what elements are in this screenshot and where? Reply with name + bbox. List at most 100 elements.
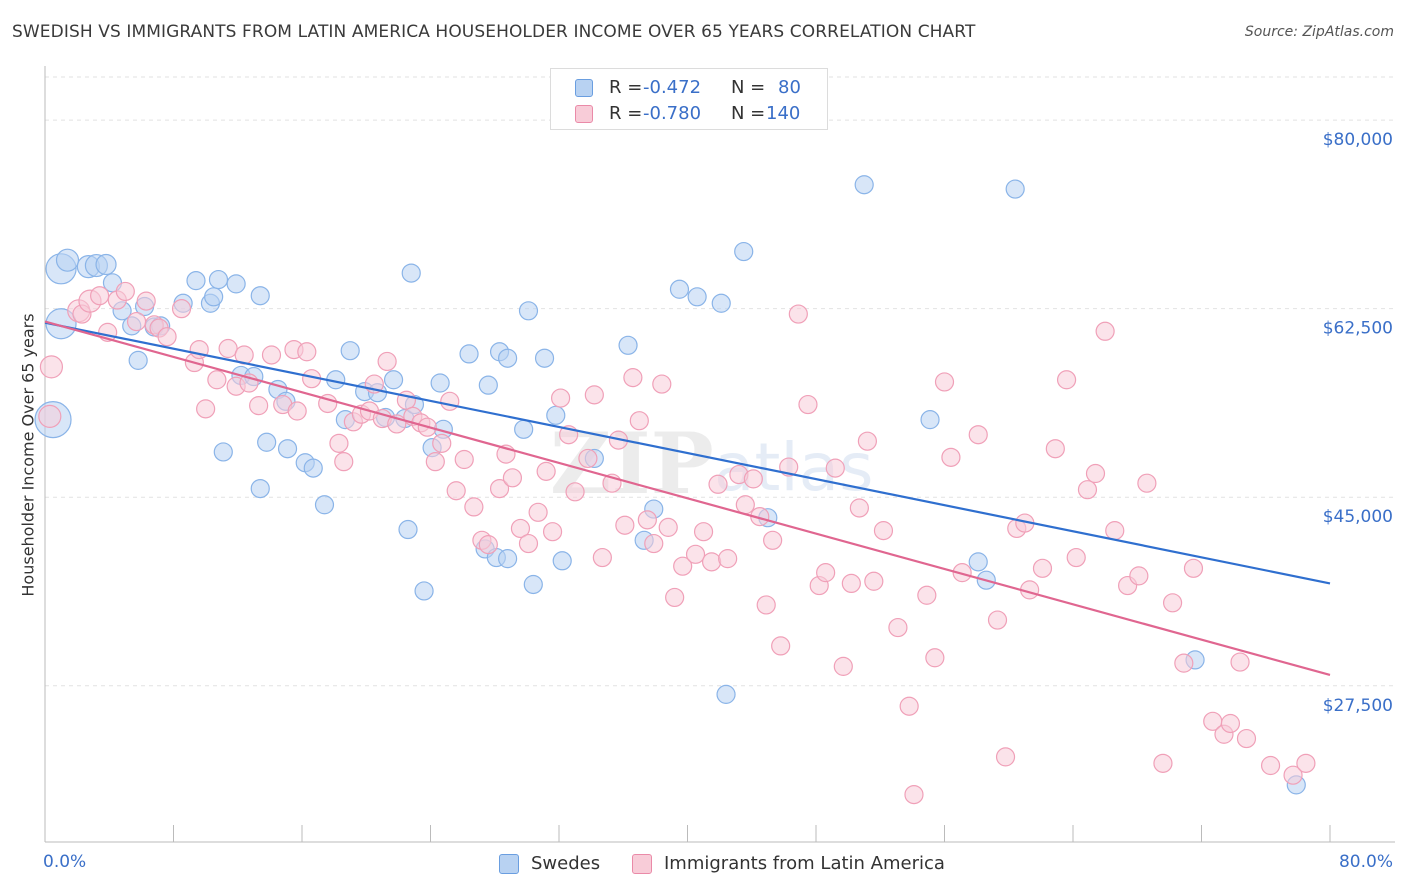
immigrants-point [90, 286, 110, 306]
immigrants-point [454, 449, 474, 470]
immigrants-point [934, 372, 955, 392]
swedes-point [55, 248, 80, 272]
immigrants-point [888, 617, 908, 638]
immigrants-point [1045, 439, 1065, 459]
immigrants-point [334, 452, 354, 472]
immigrants-point [623, 368, 643, 388]
legend-label-immigrants: Immigrants from Latin America [664, 853, 945, 874]
swedes-point [414, 581, 434, 601]
swedes-point [303, 458, 323, 478]
stats-r-value: -0.780 [643, 103, 702, 124]
swedes-point [618, 335, 638, 355]
swedes-point [95, 253, 117, 276]
immigrants-point [510, 518, 531, 539]
swedes-point [128, 350, 148, 370]
swedes-point [250, 478, 270, 499]
immigrants-point [565, 482, 585, 502]
swedes-point [534, 348, 555, 368]
swedes-point [518, 301, 539, 321]
immigrants-point [658, 517, 678, 537]
immigrants-point [1260, 755, 1281, 776]
immigrants-point [841, 573, 861, 594]
immigrants-point [701, 552, 722, 572]
swedes-point [186, 271, 206, 291]
immigrants-point [1283, 765, 1303, 785]
swedes-point [208, 269, 229, 290]
immigrants-point [1296, 753, 1316, 773]
swedes-point [920, 410, 940, 430]
immigrants-point [489, 478, 510, 499]
immigrants-point [644, 533, 664, 554]
stats-r-label: R = [609, 77, 643, 98]
immigrants-point [196, 399, 216, 419]
immigrants-point [693, 522, 714, 542]
immigrants-point [126, 311, 147, 332]
immigrants-point [615, 515, 635, 535]
swedes-point [401, 263, 421, 283]
swedes-point [669, 279, 690, 299]
immigrants-point [849, 498, 869, 518]
stats-swatch-immigrants [575, 105, 593, 123]
immigrants-point [925, 648, 945, 668]
swedes-point [498, 549, 518, 569]
immigrants-point [816, 563, 836, 583]
swedes-point [546, 405, 566, 425]
swedes-trend-line [44, 321, 1331, 585]
swedes-point [257, 432, 277, 452]
immigrants-point [440, 391, 460, 411]
swedes-point [398, 519, 418, 540]
immigrants-point [584, 385, 604, 405]
immigrants-point [857, 431, 878, 451]
immigrants-point [446, 481, 466, 501]
swedes-point [459, 344, 479, 364]
swedes-point [968, 552, 988, 572]
immigrants-point [249, 396, 269, 416]
swedes-point [277, 439, 298, 459]
y-tick-label: $27,500 [1323, 696, 1393, 716]
trend-lines [44, 320, 1331, 677]
immigrants-point [287, 401, 307, 421]
swedes-point [226, 274, 246, 294]
immigrants-point [685, 544, 706, 564]
immigrants-point [1105, 521, 1125, 541]
immigrants-point [38, 404, 62, 429]
immigrants-point [771, 636, 791, 656]
immigrants-point [735, 495, 755, 515]
immigrants-point [1129, 566, 1149, 586]
immigrants-point [833, 656, 853, 676]
stats-box: R = -0.472 N = 80 R = -0.780 N = 140 [550, 68, 828, 130]
stats-swatch-swedes [575, 79, 593, 97]
immigrants-point [952, 563, 972, 583]
immigrants-point [502, 468, 523, 488]
swedes-point [430, 373, 450, 393]
immigrants-point [1085, 463, 1106, 484]
immigrants-point [756, 595, 776, 615]
swedes-point [711, 293, 731, 313]
stats-n-value: 140 [766, 103, 801, 124]
immigrants-point [864, 571, 884, 591]
immigrants-point [261, 345, 282, 365]
swedes-point [204, 287, 224, 307]
swedes-point [687, 287, 707, 307]
axes [44, 66, 1395, 843]
immigrants-point [968, 425, 988, 445]
immigrants-point [788, 304, 808, 324]
immigrants-point [1137, 473, 1157, 493]
immigrants-point [637, 510, 657, 530]
immigrants-point [904, 784, 924, 805]
immigrants-point [542, 522, 563, 542]
immigrants-point [718, 549, 738, 569]
legend-swatch-swedes [499, 854, 519, 874]
immigrants-point [297, 342, 317, 362]
immigrants-point [518, 533, 539, 554]
immigrants-point [708, 474, 728, 494]
immigrants-point [1153, 753, 1173, 773]
immigrants-point [329, 433, 349, 453]
y-tick-label: $62,500 [1323, 319, 1393, 339]
swedes-point [514, 419, 534, 439]
immigrants-point [1095, 321, 1115, 341]
y-tick-label: $80,000 [1323, 130, 1393, 150]
stats-n-label: N = [731, 77, 766, 98]
immigrants-point [551, 388, 571, 408]
